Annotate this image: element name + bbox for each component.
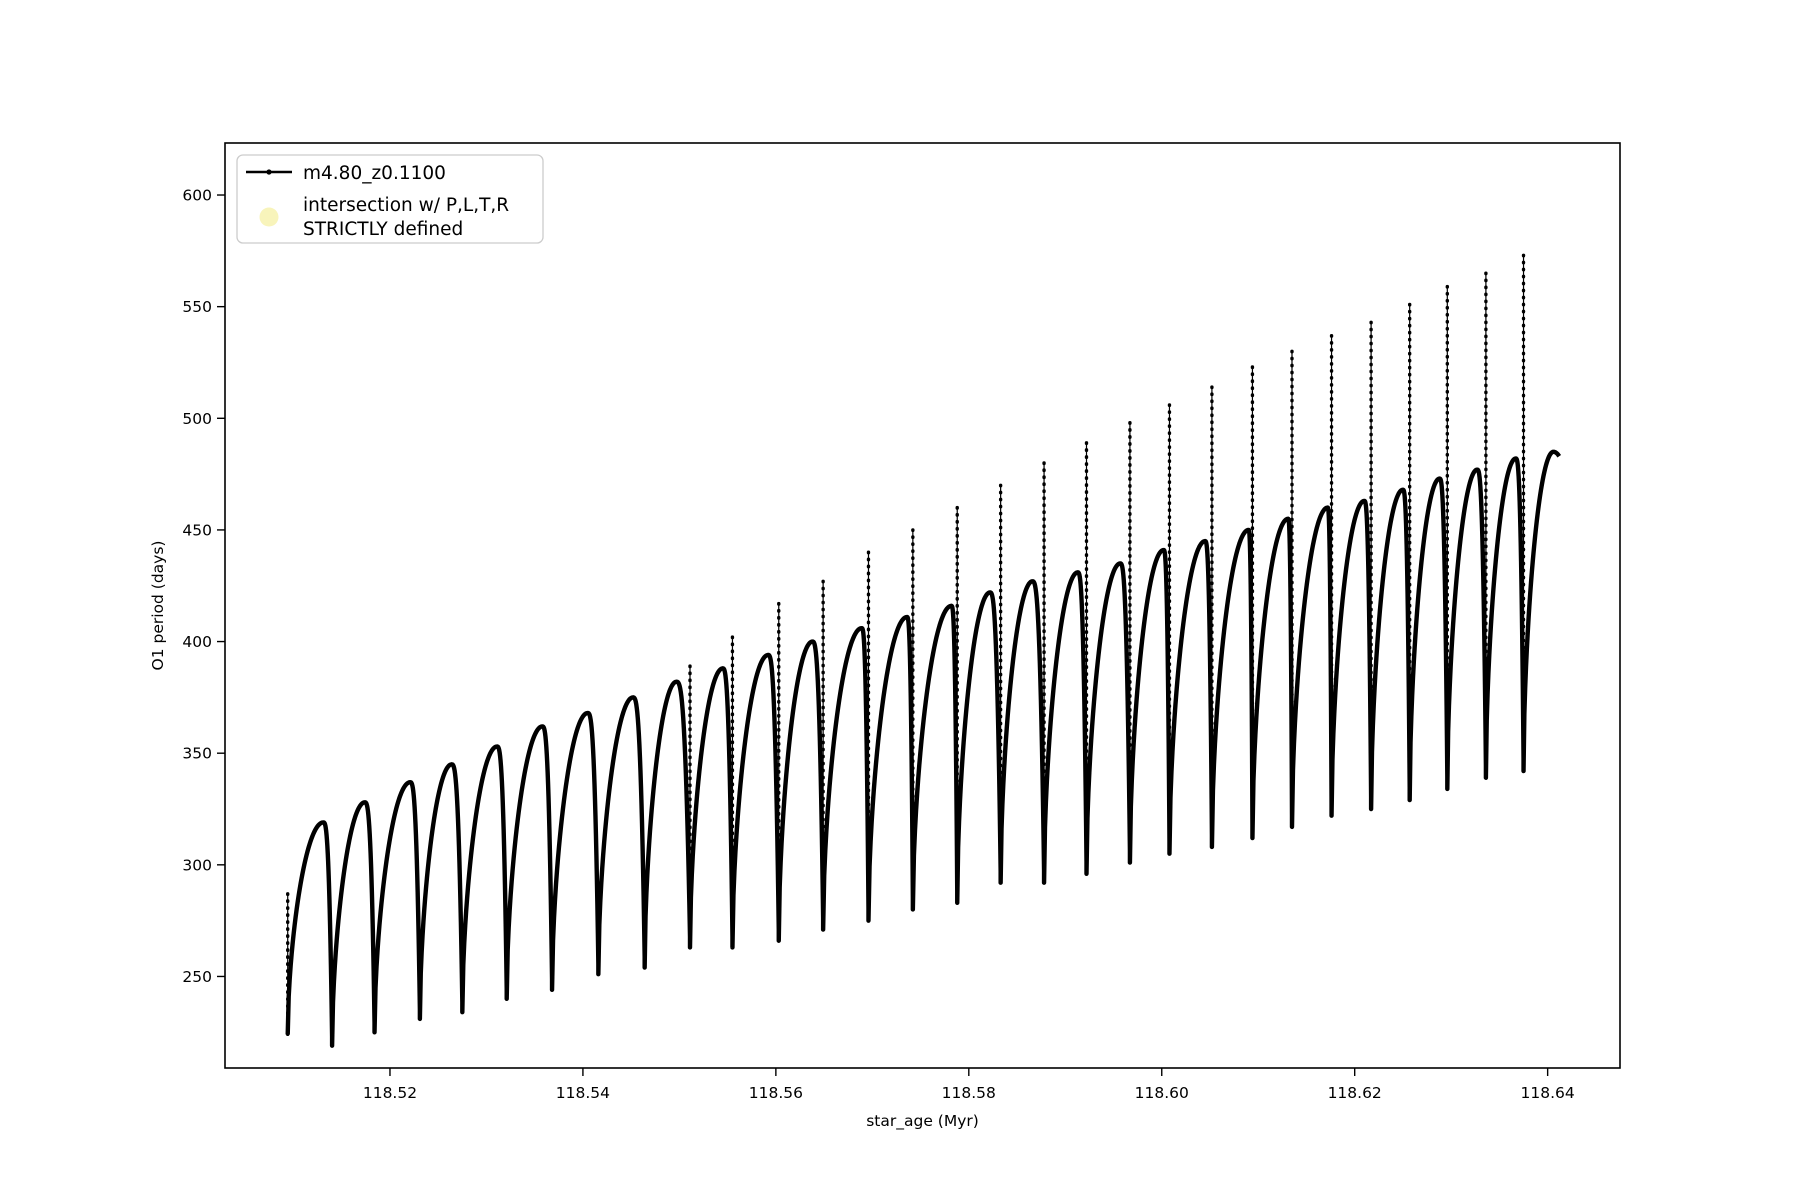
series-m4.80_z0.1100 [285,253,1562,1048]
y-tick-label: 450 [182,521,212,539]
y-tick-label: 550 [182,298,212,316]
y-tick-label: 250 [182,968,212,986]
axes-frame [224,142,1621,1069]
y-axis-label: O1 period (days) [149,541,167,671]
legend-entry-intersection-label-line2: STRICTLY defined [303,219,463,240]
legend-intersection-marker-icon [259,207,279,227]
legend: m4.80_z0.1100 intersection w/ P,L,T,R STRI… [236,154,544,244]
y-axis: 250 300 350 400 450 500 550 600 O1 period (days) [149,187,225,986]
x-tick-label: 118.62 [1328,1084,1382,1102]
y-tick-label: 600 [182,187,212,205]
x-axis-label: star_age (Myr) [866,1112,979,1131]
x-axis: 118.52 118.54 118.56 118.58 118.60 118.62 118.… [363,1068,1575,1131]
y-tick-label: 500 [182,410,212,428]
period-oscillation-curve [285,449,1562,1048]
legend-entry-series-label: m4.80_z0.1100 [303,163,446,184]
y-tick-label: 400 [182,633,212,651]
x-tick-label: 118.64 [1521,1084,1575,1102]
legend-box [236,154,544,244]
y-tick-label: 300 [182,856,212,874]
x-tick-label: 118.56 [749,1084,803,1102]
y-tick-label: 350 [182,745,212,763]
x-tick-label: 118.52 [363,1084,417,1102]
legend-entry-intersection-label-line1: intersection w/ P,L,T,R [303,195,509,216]
legend-line-marker-icon [266,169,272,175]
x-tick-label: 118.54 [556,1084,610,1102]
x-tick-label: 118.60 [1135,1084,1189,1102]
x-tick-label: 118.58 [942,1084,996,1102]
